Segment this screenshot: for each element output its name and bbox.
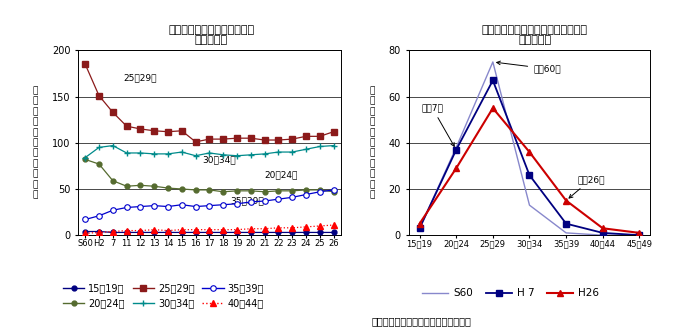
Text: 母の年齢階級別出生率の推移: 母の年齢階級別出生率の推移 bbox=[168, 25, 254, 35]
Text: （熊本県）: （熊本県） bbox=[195, 35, 227, 45]
Legend: 15～19歳, 20～24歳, 25～29歳, 30～34歳, 35～39歳, 40～44歳: 15～19歳, 20～24歳, 25～29歳, 30～34歳, 35～39歳, … bbox=[63, 283, 264, 308]
Text: 平成7年: 平成7年 bbox=[422, 103, 454, 146]
Y-axis label: 年
齢
階
級
別
女
子
人
口
千
対: 年 齢 階 級 別 女 子 人 口 千 対 bbox=[33, 86, 38, 199]
Legend: S60, H 7, H26: S60, H 7, H26 bbox=[418, 284, 603, 302]
Text: 昭和60年: 昭和60年 bbox=[496, 61, 560, 73]
Text: 30～34歳: 30～34歳 bbox=[202, 155, 236, 164]
Text: 母の年齢階級別第１子出生率の推移: 母の年齢階級別第１子出生率の推移 bbox=[481, 25, 588, 35]
Text: 平成26年: 平成26年 bbox=[569, 175, 605, 198]
Text: （熊本県）: （熊本県） bbox=[518, 35, 551, 45]
Text: 資料）　厚生労働省「人口動態統計」: 資料） 厚生労働省「人口動態統計」 bbox=[371, 316, 471, 326]
Text: 25～29歳: 25～29歳 bbox=[124, 73, 157, 82]
Text: 35～39歳: 35～39歳 bbox=[230, 196, 264, 205]
Text: 20～24歳: 20～24歳 bbox=[265, 170, 298, 179]
Y-axis label: 年
齢
階
級
別
女
子
人
口
千
対: 年 齢 階 級 別 女 子 人 口 千 対 bbox=[369, 86, 375, 199]
